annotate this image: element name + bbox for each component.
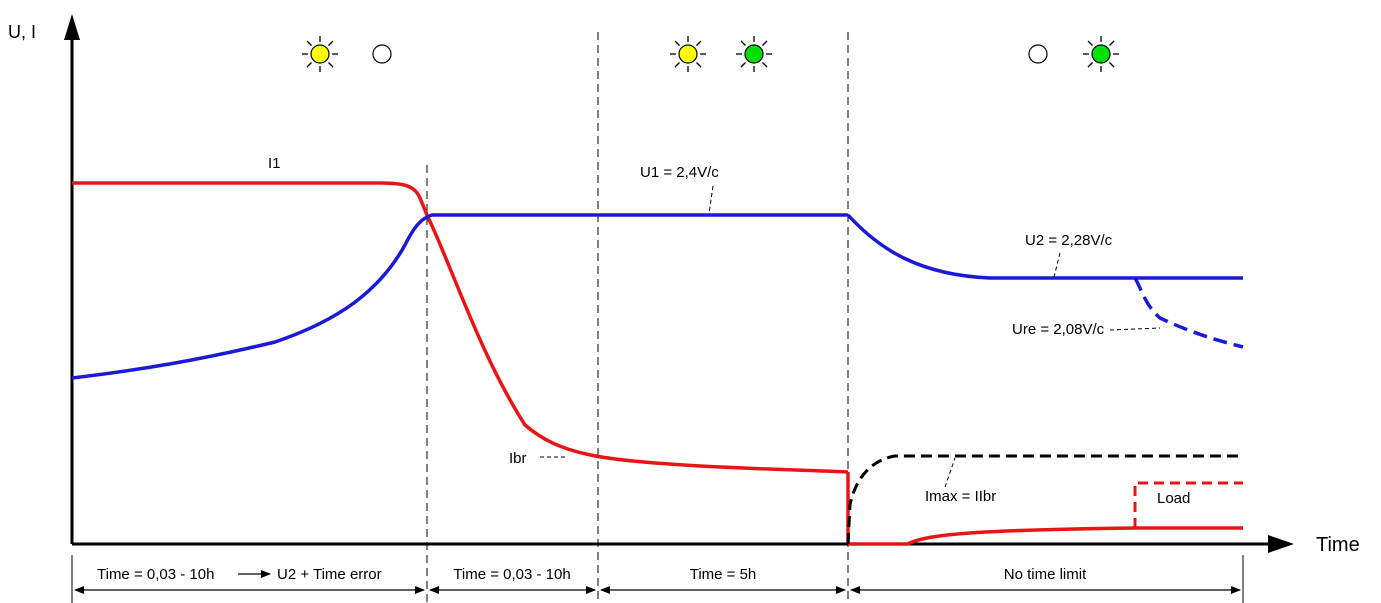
load-label: Load xyxy=(1157,490,1190,507)
imax-limit-line xyxy=(846,454,1243,545)
u1-label: U1 = 2,4V/c xyxy=(640,164,719,181)
voltage-curve-u2 xyxy=(846,213,1243,280)
yellow-lamp-on-icon xyxy=(302,36,338,72)
lamp-group-2 xyxy=(670,36,772,72)
y-axis-label: U, I xyxy=(8,22,36,42)
u2-leader xyxy=(1053,252,1061,278)
voltage-curve-u1 xyxy=(71,213,848,380)
current-curve-i1 xyxy=(72,181,849,474)
ibr-label: Ibr xyxy=(509,450,527,467)
ure-leader xyxy=(1109,327,1161,331)
lamp-group-3 xyxy=(1028,36,1119,72)
phase-2-label: Time = 0,03 - 10h xyxy=(453,566,570,583)
phase-4-label: No time limit xyxy=(1004,566,1087,583)
green-lamp-on-icon xyxy=(1083,36,1119,72)
u1-leader xyxy=(708,185,714,215)
u2-label: U2 = 2,28V/c xyxy=(1025,232,1113,249)
i1-label: I1 xyxy=(268,155,281,172)
load-step-line xyxy=(1133,481,1243,528)
imax-label: Imax = IIbr xyxy=(925,488,996,505)
green-lamp-on-icon xyxy=(736,36,772,72)
phase-3-label: Time = 5h xyxy=(690,566,757,583)
phase-1-label: Time = 0,03 - 10h xyxy=(97,566,214,583)
lamp-off-icon xyxy=(372,44,392,64)
lamp-off-icon xyxy=(1028,44,1048,64)
yellow-lamp-on-icon xyxy=(670,36,706,72)
voltage-curve-ure xyxy=(1133,277,1244,349)
imax-leader xyxy=(944,457,956,488)
x-axis-label: Time xyxy=(1316,534,1360,556)
ure-label: Ure = 2,08V/c xyxy=(1012,321,1105,338)
x-axis-arrow-icon xyxy=(1268,535,1294,553)
phase-1-extra-label: U2 + Time error xyxy=(277,566,382,583)
current-float-curve xyxy=(848,526,1243,546)
lamp-group-1 xyxy=(302,36,392,72)
y-axis-arrow-icon xyxy=(64,14,80,40)
